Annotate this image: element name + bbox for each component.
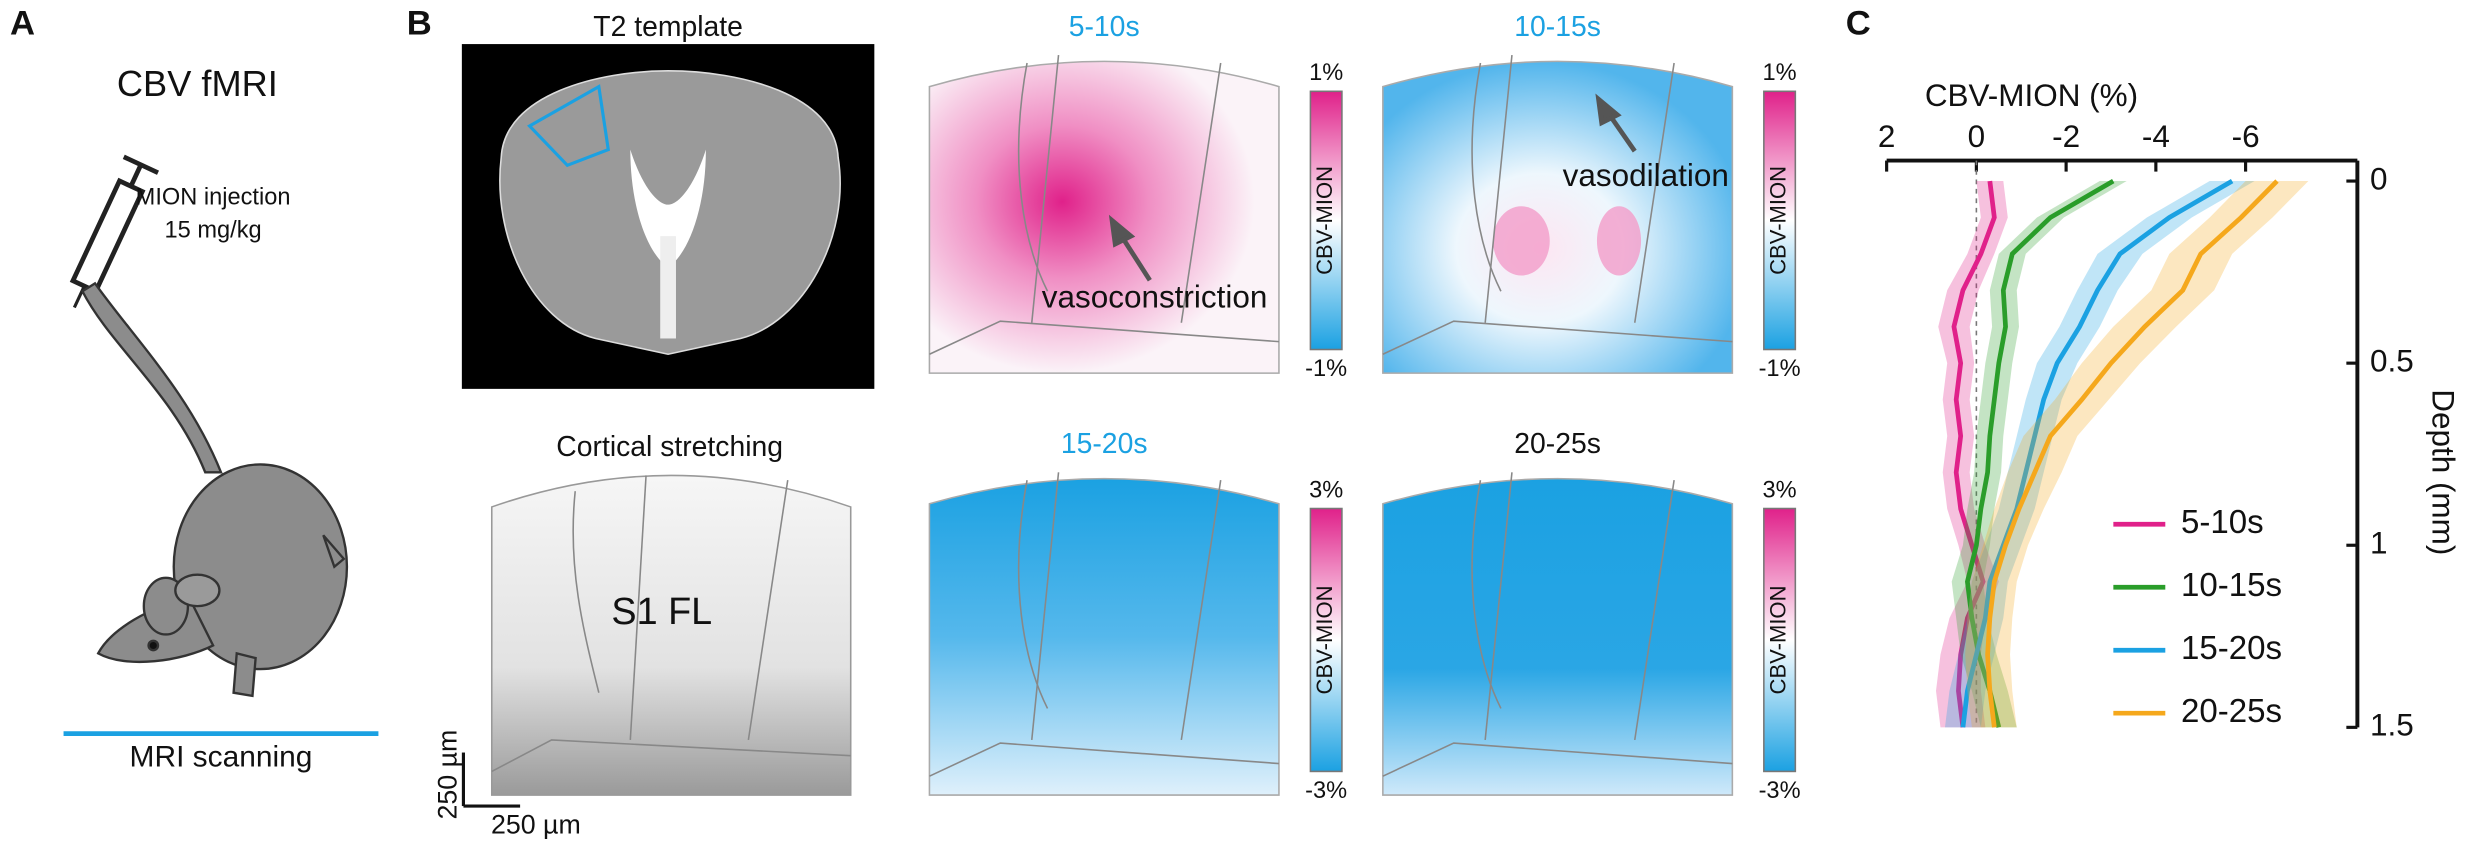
colorbar <box>1763 90 1797 351</box>
legend-label: 15-20s <box>2181 630 2282 667</box>
colorbar-label: -3% <box>1759 778 1801 804</box>
y-tick-label: 1.5 <box>2370 708 2414 743</box>
boundary-line <box>929 742 1280 777</box>
boundary-line <box>1471 62 1502 292</box>
cbv-map <box>1382 60 1734 374</box>
colorbar-label: -1% <box>1305 356 1347 382</box>
region-label: S1 FL <box>611 591 712 633</box>
dose-label: 15 mg/kg <box>165 218 262 244</box>
mouse <box>80 281 349 698</box>
series-line <box>1951 180 1997 728</box>
boundary-line <box>1030 472 1060 741</box>
colorbar-title: CBV-MION <box>1765 166 1790 275</box>
legend-label: 20-25s <box>2181 693 2282 730</box>
annotation: vasodilation <box>1563 158 1729 193</box>
panel-label: A <box>10 4 35 42</box>
map-title: 20-25s <box>1514 428 1601 460</box>
y-tick-label: 0 <box>2370 161 2388 196</box>
colorbar-label: -3% <box>1305 778 1347 804</box>
stretch-title: Cortical stretching <box>556 431 783 463</box>
x-tick-label: 2 <box>1878 119 1896 154</box>
scan-label: MRI scanning <box>130 741 313 774</box>
colorbar <box>1763 507 1797 773</box>
colorbar <box>1309 507 1343 773</box>
stretch-map <box>490 474 852 796</box>
colorbar-title: CBV-MION <box>1312 166 1337 275</box>
boundary-line <box>1180 62 1222 323</box>
boundary-line <box>1484 472 1513 741</box>
map-title: 10-15s <box>1514 11 1601 43</box>
panel-label: C <box>1846 4 1871 42</box>
colorbar-title: CBV-MION <box>1765 585 1790 694</box>
map-title: 5-10s <box>1069 11 1140 43</box>
scale-label: 250 µm <box>491 810 581 840</box>
series-line <box>1960 179 2234 728</box>
boundary-line <box>1017 62 1049 292</box>
boundary-lines <box>491 475 851 773</box>
boundary-line <box>1017 480 1049 709</box>
boundary-line <box>1633 62 1675 323</box>
series-line <box>1965 179 2115 728</box>
x-tick-label: -2 <box>2052 119 2080 154</box>
cbv-map <box>928 60 1280 374</box>
cbv-spot <box>1493 206 1550 276</box>
boundary-line <box>1382 742 1733 777</box>
boundary-line <box>1180 480 1222 741</box>
legend-label: 10-15s <box>2181 567 2282 604</box>
boundary-line <box>1471 480 1502 709</box>
y-axis-title: Depth (mm) <box>2426 389 2461 555</box>
cbv-spot <box>1596 206 1642 276</box>
syringe <box>69 154 160 309</box>
scale-label: 250 µm <box>432 730 462 820</box>
boundary-line <box>1382 320 1733 355</box>
y-tick-label: 1 <box>2370 526 2388 561</box>
colorbar-title: CBV-MION <box>1312 585 1337 694</box>
panel-label: B <box>407 4 432 42</box>
boundary-line <box>1633 480 1675 741</box>
x-tick-label: -6 <box>2232 119 2260 154</box>
panel-title: CBV fMRI <box>117 63 278 104</box>
error-band <box>1965 181 2309 728</box>
injection-label: MION injection <box>136 185 291 211</box>
colorbar-label: -1% <box>1759 356 1801 382</box>
colorbar-label: 3% <box>1309 477 1343 503</box>
x-tick-label: -4 <box>2142 119 2170 154</box>
scale-bar <box>461 752 521 808</box>
cbv-map <box>928 477 1280 796</box>
annotation: vasoconstriction <box>1042 279 1268 314</box>
legend-label: 5-10s <box>2181 504 2264 541</box>
template-title: T2 template <box>593 11 743 43</box>
error-band <box>1951 181 2127 728</box>
series-line <box>1985 179 2279 728</box>
x-tick-label: 0 <box>1968 119 1986 154</box>
colorbar-label: 3% <box>1763 477 1797 503</box>
colorbar <box>1309 90 1343 351</box>
colorbar-label: 1% <box>1309 60 1343 86</box>
boundary-line <box>1030 55 1060 323</box>
y-tick-label: 0.5 <box>2370 343 2414 378</box>
map-title: 15-20s <box>1061 428 1148 460</box>
boundary-line <box>1484 55 1513 323</box>
t2-template <box>461 44 875 389</box>
arrows <box>1108 93 1637 282</box>
cbv-map <box>1382 477 1734 796</box>
x-axis-title: CBV-MION (%) <box>1925 78 2138 113</box>
boundary-line <box>929 320 1280 355</box>
colorbar-label: 1% <box>1763 60 1797 86</box>
